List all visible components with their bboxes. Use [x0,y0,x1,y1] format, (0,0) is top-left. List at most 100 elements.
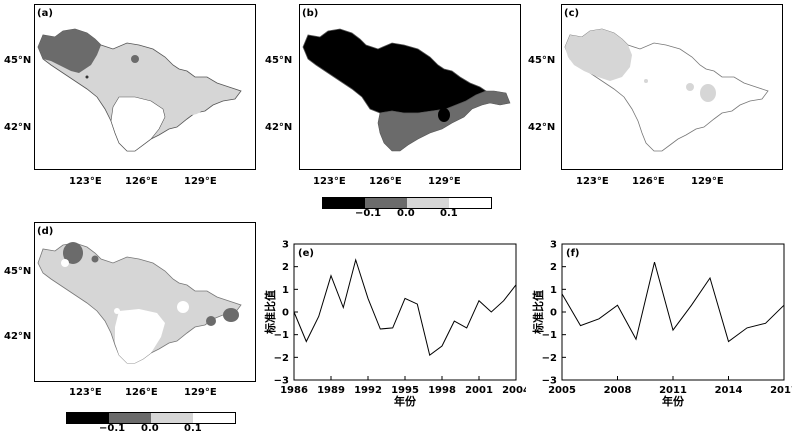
legend-tick-label: 0.1 [184,423,202,434]
legend-swatch [365,198,407,208]
lon-label: 129°E [691,176,724,187]
legend-swatch [151,413,193,423]
x-tick-label: 2005 [548,385,576,396]
panel-label-a: (a) [37,8,53,19]
negative-anomaly-spot [63,242,83,264]
panel-label-c: (c) [564,8,580,19]
y-tick-label: 3 [550,240,557,251]
weak-negative-region [115,309,165,363]
x-axis-label: 年份 [394,394,417,408]
legend-swatch [407,198,449,208]
plot-frame [293,243,517,381]
plot-frame [561,243,785,381]
x-tick-label: 2017 [770,385,792,396]
legend-swatch [67,413,109,423]
y-tick-label: 3 [282,240,289,251]
x-axis-label: 年份 [662,394,685,408]
y-tick-label: −2 [274,353,289,364]
map-b [302,28,511,152]
lon-label: 129°E [184,176,217,187]
legend-tick-label: −0.1 [355,208,382,219]
lon-label: 123°E [313,176,346,187]
positive-anomaly-region [177,91,205,115]
y-tick-label: −1 [274,330,289,341]
lon-label: 123°E [576,176,609,187]
lon-label: 129°E [428,176,461,187]
legend-tick-label: −0.1 [99,423,126,434]
lon-label: 126°E [125,176,158,187]
panel-label: (f) [566,248,580,259]
strong-negative-region [438,108,450,122]
lon-label: 126°E [125,387,158,398]
legend-swatch [109,413,151,423]
weak-positive-spot [644,79,648,83]
weak-positive-region [565,29,632,81]
strong-negative-region [302,28,487,114]
negative-anomaly-spot [223,308,239,322]
negative-anomaly-spot [131,55,139,63]
legend-tick-label: 0.1 [440,208,458,219]
x-tick-label: 1989 [317,385,345,396]
color-legend [322,197,492,209]
map-a [37,28,242,152]
y-tick-label: 0 [550,308,557,319]
y-axis-label: 标准比值 [531,290,545,335]
negative-anomaly-spot [206,316,216,326]
x-tick-label: 1995 [391,385,419,396]
lat-label: 45°N [4,55,32,66]
panel-label-b: (b) [302,8,319,19]
lon-label: 129°E [184,387,217,398]
legend-swatch [449,198,491,208]
lat-label: 45°N [4,266,32,277]
lat-label: 42°N [4,122,32,133]
panel-label: (e) [298,248,314,259]
negative-anomaly-region [38,29,101,73]
lat-label: 45°N [528,55,556,66]
weak-positive-spot [686,83,694,91]
lat-label: 42°N [4,331,32,342]
panel-label-d: (d) [37,226,54,237]
x-tick-label: 1992 [354,385,382,396]
weak-negative-spot [61,259,69,267]
y-tick-label: 0 [282,308,289,319]
legend-tick-label: 0.0 [141,423,159,434]
series-line [293,258,517,356]
legend-tick-label: 0.0 [397,208,415,219]
legend-swatch [193,413,235,423]
y-axis-label: 标准比值 [263,290,277,335]
negative-anomaly-spot [85,75,89,79]
x-tick-label: 2004 [502,385,526,396]
map-c [564,28,769,152]
negative-anomaly-spot [91,255,99,263]
y-tick-label: 2 [550,262,557,273]
y-tick-label: −3 [274,376,289,387]
legend-swatch [323,198,365,208]
weak-negative-spot [177,301,189,313]
x-tick-label: 1998 [428,385,456,396]
lon-label: 126°E [369,176,402,187]
y-tick-label: −3 [542,376,557,387]
series-line [561,261,785,343]
y-tick-label: 1 [550,285,557,296]
y-tick-label: 1 [282,285,289,296]
lat-label: 42°N [265,122,293,133]
y-tick-label: −1 [542,330,557,341]
x-tick-label: 2011 [659,385,687,396]
color-legend [66,412,236,424]
weak-negative-spot [114,308,120,314]
x-tick-label: 2001 [465,385,493,396]
lon-label: 123°E [69,387,102,398]
y-tick-label: 2 [282,262,289,273]
x-tick-label: 1986 [280,385,308,396]
lat-label: 45°N [265,55,293,66]
lon-label: 123°E [69,176,102,187]
lon-label: 126°E [632,176,665,187]
weak-positive-spot [700,84,716,102]
x-tick-label: 2014 [715,385,743,396]
map-d [37,242,242,364]
y-tick-label: −2 [542,353,557,364]
lat-label: 42°N [528,122,556,133]
x-tick-label: 2008 [604,385,632,396]
